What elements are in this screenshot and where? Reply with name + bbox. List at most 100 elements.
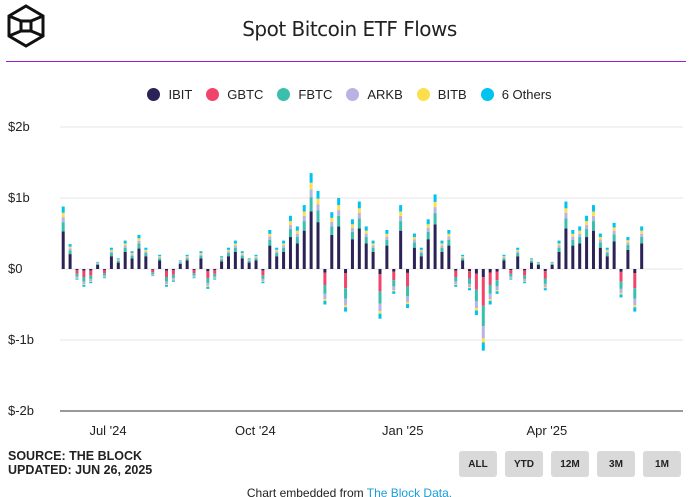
bar-segment-bitb [123,243,127,246]
bar-segment-ibit [392,269,396,272]
bar-segment-arkb [109,251,113,254]
bar-segment-bitb [364,230,368,234]
bar-segment-ibit [605,256,609,269]
bar-segment-arkb [495,286,499,291]
bar-segment-6-others [178,260,182,262]
bar-segment-ibit [130,258,134,269]
bar-segment-6-others [233,240,237,244]
bar-segment-gbtc [481,277,485,306]
bar-segment-fbtc [206,277,210,283]
bar-segment-arkb [371,245,375,248]
bar-segment-bitb [61,212,65,218]
legend-label: BITB [437,87,467,102]
bar-segment-fbtc [151,272,155,274]
bar-segment-bitb [447,233,451,237]
bar-segment-6-others [116,258,120,260]
bar-segment-arkb [158,257,162,259]
bar-segment-ibit [626,249,630,269]
bar-segment-fbtc [364,237,368,244]
bar-segment-bitb [495,290,499,292]
the-block-data-link[interactable]: The Block Data. [366,486,453,497]
range-buttons: ALL YTD 12M 3M 1M [459,451,681,477]
bar-segment-6-others [89,281,93,284]
bar-segment-ibit [282,251,286,269]
bar-segment-arkb [447,236,451,240]
bar-segment-6-others [571,229,575,234]
bar-segment-fbtc [123,247,127,252]
bar-segment-bitb [344,305,348,308]
bar-segment-bitb [516,249,520,252]
bar-segment-arkb [640,233,644,238]
range-3m-button[interactable]: 3M [597,451,635,477]
bar-segment-arkb [116,260,120,262]
bar-segment-bitb [247,259,251,261]
bar-segment-arkb [440,245,444,248]
bar-segment-fbtc [399,221,403,231]
bar-segment-fbtc [226,253,230,257]
legend-dot-icon [346,88,360,101]
bar-segment-bitb [529,259,533,261]
source-note: SOURCE: THE BLOCK UPDATED: JUN 26, 2025 [8,449,152,477]
bar-segment-arkb [357,213,361,219]
bar-segment-arkb [509,276,513,279]
bar-segment-fbtc [144,253,148,257]
bar-segment-bitb [357,208,361,214]
bar-segment-6-others [385,229,389,234]
bar-segment-arkb [323,293,327,300]
source-text: SOURCE: THE BLOCK [8,449,143,463]
bar-segment-6-others [474,310,478,316]
bar-segment-ibit [123,251,127,269]
bar-segment-fbtc [426,231,430,240]
bar-segment-bitb [591,211,595,216]
bar-segment-fbtc [529,261,533,263]
bar-segment-fbtc [419,253,423,257]
bar-segment-ibit [68,254,72,269]
bar-segment-ibit [330,234,334,269]
bar-segment-ibit [364,243,368,269]
bar-segment-gbtc [406,272,410,287]
bar-segment-bitb [82,284,86,285]
bar-segment-6-others [68,244,72,247]
legend-item-arkb[interactable]: ARKB [346,87,403,102]
bar-segment-fbtc [213,273,217,277]
bar-segment-bitb [564,208,568,214]
bar-segment-6-others [275,247,279,250]
bar-segment-fbtc [330,226,334,235]
bar-segment-bitb [619,293,623,295]
bar-segment-6-others [399,205,403,212]
range-all-button[interactable]: ALL [459,451,497,477]
bar-segment-arkb [454,281,458,285]
range-12m-button[interactable]: 12M [551,451,589,477]
bar-segment-6-others [392,291,396,294]
legend-item-ibit[interactable]: IBIT [147,87,192,102]
legend-item-bitb[interactable]: BITB [416,87,467,102]
bar-segment-arkb [598,239,602,243]
bar-segment-ibit [96,264,100,269]
bar-segment-fbtc [178,262,182,264]
bar-segment-6-others [536,261,540,263]
range-1m-button[interactable]: 1M [643,451,681,477]
bar-segment-ibit [378,269,382,274]
bar-segment-gbtc [468,271,472,279]
bar-segment-6-others [461,254,465,257]
y-tick-label: $2b [8,119,30,134]
bar-segment-fbtc [454,276,458,282]
bar-segment-arkb [564,213,568,219]
legend-item-fbtc[interactable]: FBTC [277,87,332,102]
legend-item-gbtc[interactable]: GBTC [206,87,263,102]
bar-segment-bitb [171,279,175,281]
range-ytd-button[interactable]: YTD [505,451,543,477]
bar-segment-6-others [509,278,513,280]
bar-segment-ibit [288,237,292,269]
bar-segment-bitb [385,233,389,237]
bar-segment-arkb [96,263,100,264]
bar-segment-6-others [344,307,348,312]
bar-segment-gbtc [619,271,623,282]
legend-label: ARKB [367,87,403,102]
bar-segment-ibit [261,269,265,271]
legend-item-6-others[interactable]: 6 Others [480,87,552,102]
bar-segment-gbtc [171,270,175,275]
bar-segment-fbtc [302,221,306,231]
bar-segment-fbtc [640,237,644,244]
bar-segment-ibit [619,269,623,272]
